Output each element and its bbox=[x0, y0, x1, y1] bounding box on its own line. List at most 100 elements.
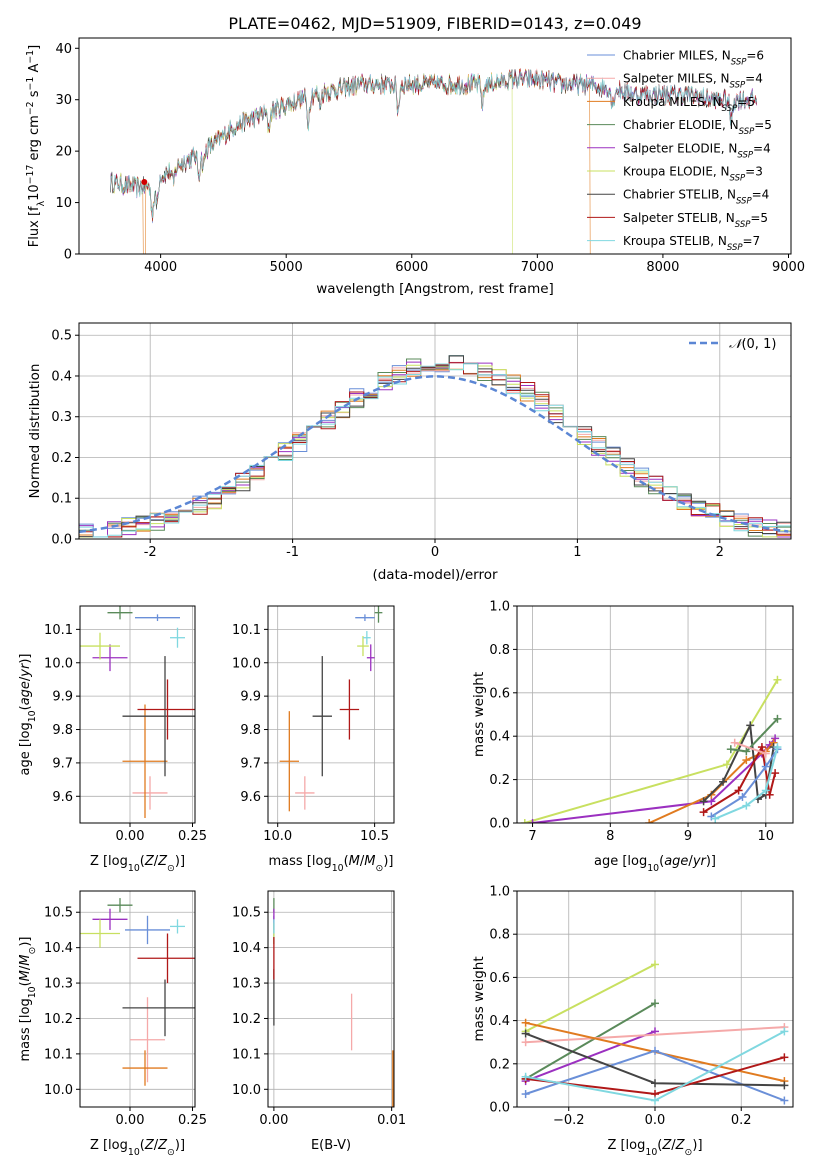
legend-tail: =4 bbox=[752, 188, 770, 202]
x-tick-label: 7 bbox=[528, 829, 536, 844]
x-tick-label: 0.01 bbox=[377, 1113, 406, 1128]
x-tick-label: 5000 bbox=[270, 260, 303, 275]
label-part: −1 bbox=[25, 50, 36, 64]
label-part: 10 bbox=[332, 863, 344, 874]
x-axis-label: wavelength [Angstrom, rest frame] bbox=[316, 281, 554, 297]
legend-sub: SSP bbox=[722, 104, 738, 114]
panel-age_vs_mass: 10.0 10.5 9.6 9.7 9.8 9.9 10.0 10.1 mass [log10(… bbox=[232, 605, 395, 874]
label-part: ( bbox=[140, 854, 145, 869]
label-part: erg cm bbox=[27, 115, 42, 164]
axes-frame: 0.00 0.259.69.79.89.910.010.1Z [log10(Z/Z… bbox=[18, 605, 207, 874]
plot-contents bbox=[273, 898, 394, 1107]
label-part: ⊙ bbox=[27, 947, 38, 955]
weight-line-salpeter-elodie bbox=[525, 1030, 656, 1083]
y-tick-label: 0.5 bbox=[51, 329, 72, 344]
panel-weight_vs_Z: −0.2 0.0 0.20.00.20.40.60.81.0Z [log10(Z/Z… bbox=[471, 885, 794, 1158]
legend-tail: =4 bbox=[753, 141, 771, 155]
y-axis-label: Flux [fλ10−17 erg cm−2 s−1 A−1] bbox=[25, 45, 47, 247]
legend-text: Kroupa MILES, N bbox=[623, 95, 722, 109]
y-tick-label: 10.1 bbox=[44, 623, 73, 638]
x-tick-label: 1 bbox=[573, 545, 581, 560]
y-tick-label: 40 bbox=[55, 42, 72, 57]
axes-border bbox=[267, 605, 395, 824]
y-tick-label: 0.6 bbox=[489, 971, 510, 986]
legend-entry: Salpeter MILES, NSSP=4 bbox=[623, 72, 763, 91]
legend-entry: 𝒩(0, 1) bbox=[729, 337, 776, 352]
x-axis-label: Z [log10(Z/Z⊙)] bbox=[90, 1138, 185, 1158]
y-tick-label: 10.1 bbox=[44, 1047, 73, 1062]
plot-contents bbox=[80, 898, 195, 1086]
label-part: Z bbox=[144, 854, 155, 869]
label-part: / bbox=[360, 854, 365, 869]
y-tick-label: 9.9 bbox=[240, 690, 261, 705]
y-tick-label: 10.5 bbox=[232, 906, 261, 921]
axes-border bbox=[267, 890, 395, 1108]
label-part: / bbox=[671, 1138, 676, 1153]
plot-background bbox=[80, 606, 195, 823]
legend-text: Kroupa ELODIE, N bbox=[623, 165, 730, 179]
x-tick-label: 9 bbox=[684, 829, 692, 844]
label-part: −17 bbox=[25, 165, 36, 185]
weight-line-chabrier-miles bbox=[710, 748, 779, 818]
x-tick-label: 6000 bbox=[395, 260, 428, 275]
label-part: 10 bbox=[647, 863, 659, 874]
legend-tail: =7 bbox=[743, 234, 761, 248]
legend-text: Salpeter MILES, N bbox=[623, 72, 730, 86]
legend-text: Salpeter ELODIE, N bbox=[623, 141, 737, 155]
label-part: ( bbox=[18, 705, 33, 710]
label-part: ( bbox=[344, 854, 349, 869]
label-part: ] bbox=[27, 45, 42, 50]
label-part: / bbox=[18, 965, 33, 970]
y-tick-label: 10.0 bbox=[44, 1083, 73, 1098]
y-tick-label: 0.8 bbox=[489, 928, 510, 943]
y-tick-label: 0.0 bbox=[489, 1101, 510, 1116]
label-part: )] bbox=[175, 1138, 185, 1153]
label-part: )] bbox=[383, 854, 393, 869]
x-tick-label: 8000 bbox=[646, 260, 679, 275]
legend-sub: SSP bbox=[737, 150, 753, 160]
label-part: / bbox=[154, 1138, 159, 1153]
plot-background bbox=[268, 891, 394, 1107]
y-tick-label: 0.1 bbox=[51, 492, 72, 507]
x-tick-label: 10 bbox=[758, 829, 775, 844]
label-part: mass [log bbox=[18, 998, 33, 1061]
label-part: age [log bbox=[18, 722, 33, 775]
y-tick-label: 0.4 bbox=[51, 369, 72, 384]
label-part: ( bbox=[18, 981, 33, 986]
y-tick-label: 10.0 bbox=[44, 656, 73, 671]
label-part: 10 bbox=[128, 1147, 140, 1158]
y-tick-label: 0.6 bbox=[489, 686, 510, 701]
y-tick-label: 0 bbox=[64, 248, 72, 263]
x-axis-label: (data-model)/error bbox=[372, 567, 498, 583]
plot-contents bbox=[521, 960, 789, 1105]
y-tick-label: 0.3 bbox=[51, 410, 72, 425]
x-axis-label: E(B-V) bbox=[311, 1138, 351, 1153]
y-tick-label: 10.4 bbox=[232, 941, 261, 956]
legend-text: Chabrier ELODIE, N bbox=[623, 118, 739, 132]
y-tick-label: 10.4 bbox=[44, 941, 73, 956]
plot-contents bbox=[110, 68, 758, 254]
label-part: Z bbox=[675, 1138, 686, 1153]
label-part: M bbox=[364, 854, 375, 869]
x-tick-label: 7000 bbox=[521, 260, 554, 275]
x-tick-label: 2 bbox=[716, 545, 724, 560]
y-tick-label: 1.0 bbox=[489, 885, 510, 900]
legend-tail: =3 bbox=[745, 165, 763, 179]
label-part: Z [log bbox=[90, 1138, 128, 1153]
legend-entry: Kroupa MILES, NSSP=5 bbox=[623, 95, 755, 114]
axes-border bbox=[79, 890, 196, 1108]
plot-contents bbox=[279, 606, 383, 812]
y-tick-label: 10.0 bbox=[232, 1083, 261, 1098]
x-tick-label: 0.00 bbox=[116, 1113, 145, 1128]
label-part: 10 bbox=[27, 986, 38, 998]
spectrum-line-kroupa-stelib bbox=[110, 68, 758, 219]
legend-text: Chabrier STELIB, N bbox=[623, 188, 736, 202]
legend-entry: Salpeter STELIB, NSSP=5 bbox=[623, 211, 768, 230]
legend-text: Chabrier MILES, N bbox=[623, 49, 731, 63]
legend-entry: Kroupa STELIB, NSSP=7 bbox=[623, 234, 760, 253]
axes-frame: 0.00 0.01 10.0 10.1 10.2 10.3 10.4 10.5 E(B-V) bbox=[232, 890, 406, 1153]
legend-tail: =5 bbox=[737, 95, 755, 109]
